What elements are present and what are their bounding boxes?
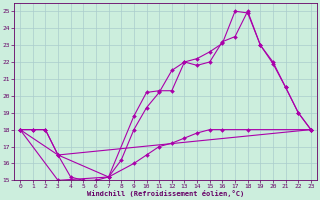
X-axis label: Windchill (Refroidissement éolien,°C): Windchill (Refroidissement éolien,°C) — [87, 190, 244, 197]
